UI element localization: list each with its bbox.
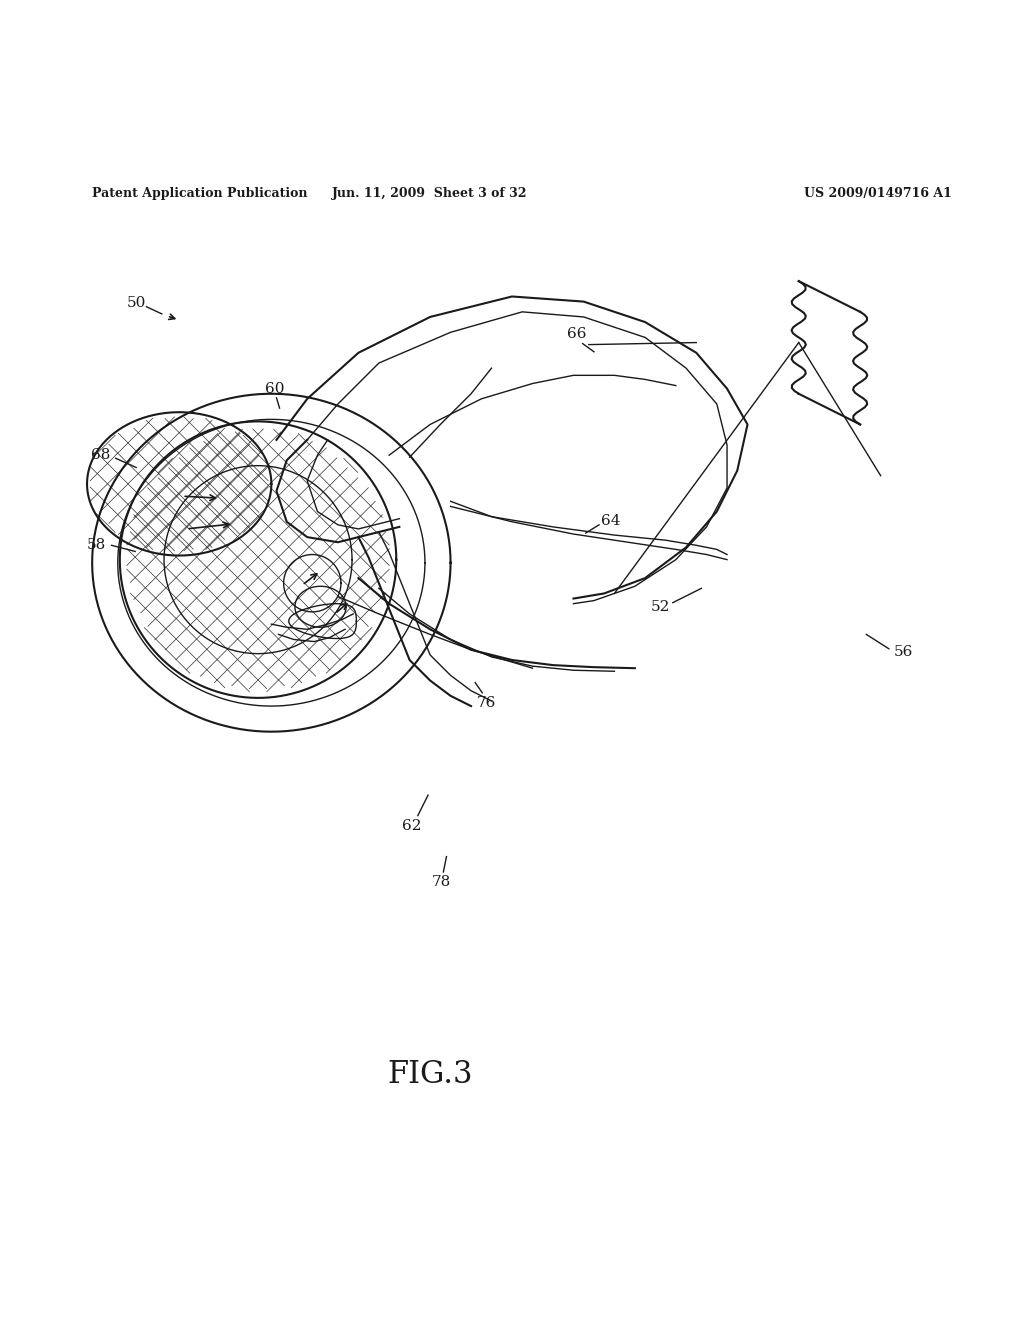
Text: 76: 76 [477, 696, 496, 710]
Text: 56: 56 [894, 644, 912, 659]
Text: 58: 58 [87, 539, 105, 552]
Text: 64: 64 [600, 513, 621, 528]
Text: 50: 50 [127, 296, 145, 310]
Text: Patent Application Publication: Patent Application Publication [92, 186, 307, 199]
Text: 62: 62 [401, 818, 422, 833]
Text: Jun. 11, 2009  Sheet 3 of 32: Jun. 11, 2009 Sheet 3 of 32 [333, 186, 527, 199]
Text: 52: 52 [651, 599, 670, 614]
Text: 68: 68 [91, 449, 110, 462]
Text: 78: 78 [432, 875, 451, 890]
Text: FIG.3: FIG.3 [387, 1059, 473, 1090]
Text: 60: 60 [264, 381, 285, 396]
Text: US 2009/0149716 A1: US 2009/0149716 A1 [805, 186, 952, 199]
Text: 66: 66 [566, 327, 587, 342]
